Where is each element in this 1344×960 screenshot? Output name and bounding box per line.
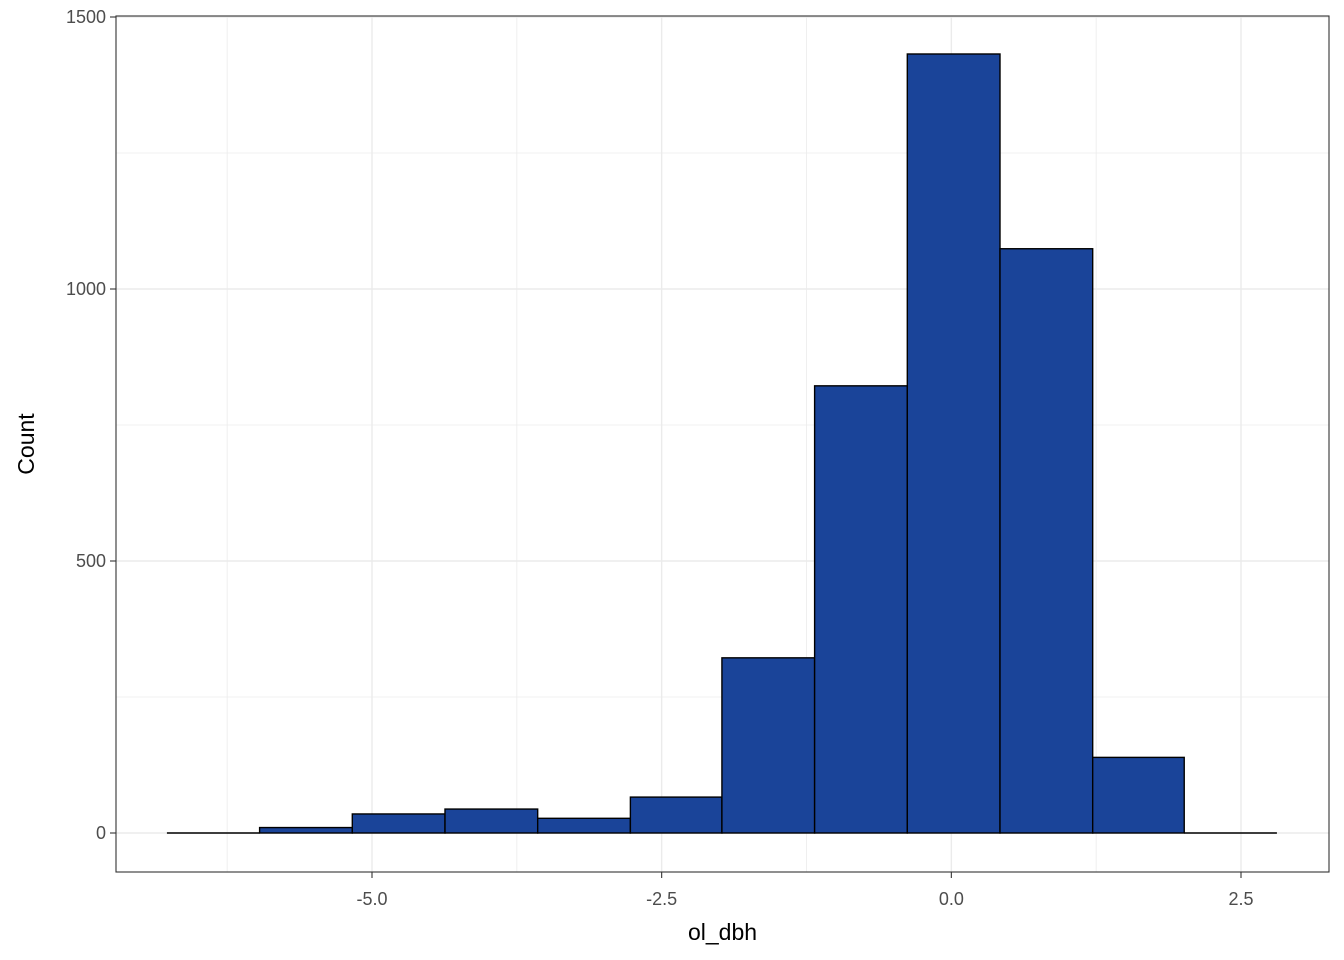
panel-border (115, 15, 1330, 873)
histogram-bar (536, 817, 632, 834)
y-tick-label: 1500 (66, 7, 106, 27)
x-axis-title: ol_dbh (688, 919, 757, 945)
x-axis-ticks: -5.0 -2.5 0.0 2.5 (356, 872, 1254, 909)
histogram-bar (629, 796, 723, 834)
y-axis-title: Count (13, 413, 39, 475)
x-tick-label: -5.0 (356, 889, 387, 909)
histogram-bar (444, 808, 539, 834)
x-tick-label: 0.0 (939, 889, 964, 909)
histogram-bar (1091, 756, 1185, 834)
y-tick-label: 500 (76, 551, 106, 571)
histogram-bar (999, 248, 1094, 834)
histogram-bars (166, 53, 1277, 834)
minor-gridlines (116, 16, 1329, 872)
y-tick-label: 0 (96, 823, 106, 843)
y-tick-label: 1000 (66, 279, 106, 299)
histogram-bar (906, 53, 1001, 834)
y-axis-ticks: 0 500 1000 1500 (66, 7, 116, 843)
histogram-bar (813, 385, 909, 834)
histogram-bar (258, 826, 354, 834)
x-tick-label: 2.5 (1228, 889, 1253, 909)
histogram-bar (351, 813, 446, 834)
x-tick-label: -2.5 (646, 889, 677, 909)
histogram-bar (721, 657, 816, 834)
